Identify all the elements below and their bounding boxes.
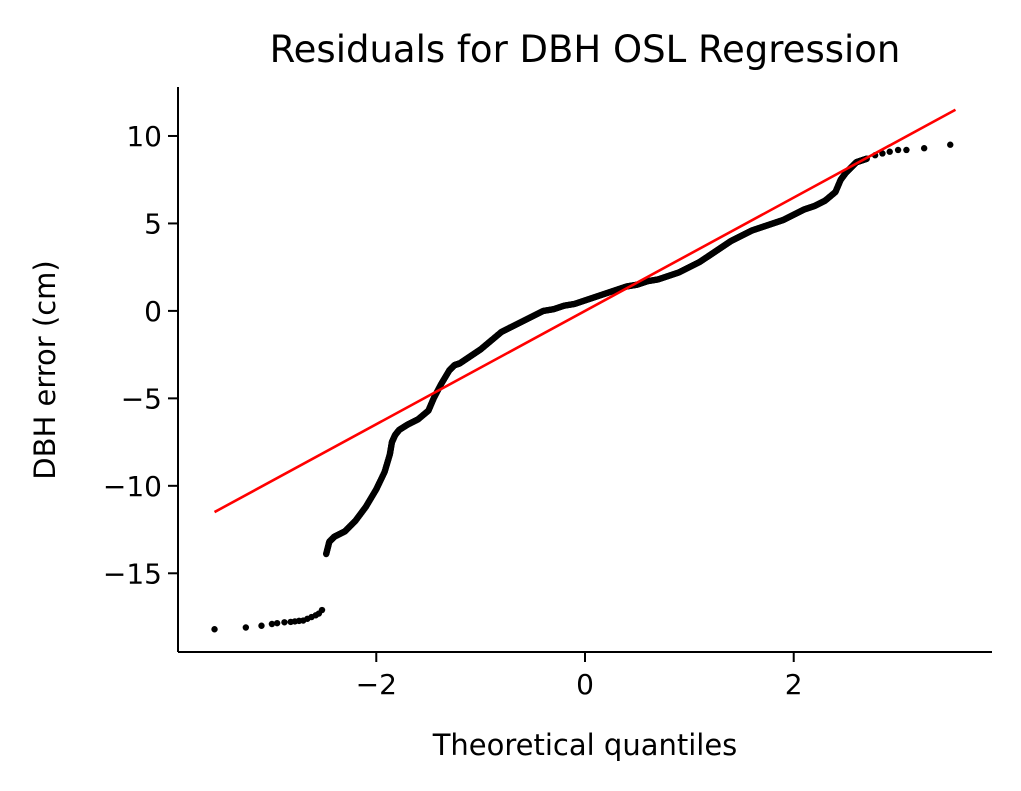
y-tick-label: −15 — [103, 557, 162, 590]
y-tick-label: −10 — [103, 470, 162, 503]
y-tick-label: 5 — [144, 207, 162, 240]
reference-line — [213, 108, 957, 514]
data-point — [894, 146, 902, 154]
chart-title: Residuals for DBH OSL Regression — [270, 28, 901, 71]
data-point — [879, 150, 886, 157]
x-tick-label: 0 — [576, 668, 594, 701]
axes: −2 0 2 10 5 0 −5 −10 −15 — [103, 87, 992, 701]
data-point — [947, 141, 954, 148]
data-marks — [211, 108, 957, 633]
y-tick-label: 10 — [126, 120, 162, 153]
y-tick-label: 0 — [144, 295, 162, 328]
data-point — [281, 619, 288, 626]
y-axis-label: DBH error (cm) — [28, 260, 62, 480]
data-point — [318, 606, 326, 614]
data-point — [211, 626, 218, 633]
x-tick-label: 2 — [785, 668, 803, 701]
data-point — [903, 146, 910, 154]
x-tick-label: −2 — [356, 668, 397, 701]
data-point — [273, 619, 281, 627]
data-point — [242, 624, 250, 631]
data-point — [268, 620, 276, 628]
x-axis-label: Theoretical quantiles — [432, 728, 738, 762]
y-tick-label: −5 — [121, 382, 162, 415]
data-point — [258, 622, 265, 629]
data-point — [886, 148, 893, 155]
data-point — [920, 145, 928, 152]
